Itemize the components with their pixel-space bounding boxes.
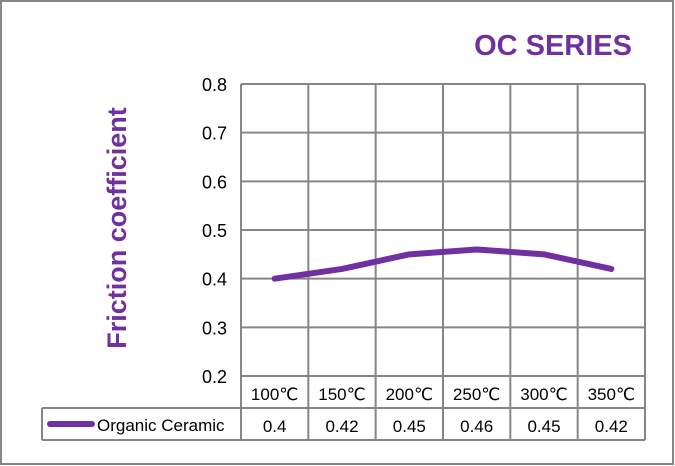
x-category-label: 350℃ — [588, 385, 635, 404]
y-tick-label: 0.4 — [202, 270, 227, 290]
y-axis-label: Friction coefficient — [102, 107, 132, 349]
data-table-value: 0.42 — [595, 417, 628, 436]
y-tick-label: 0.7 — [202, 124, 227, 144]
series-line-organic-ceramic — [271, 246, 615, 282]
x-category-label: 150℃ — [318, 385, 365, 404]
data-table-value: 0.42 — [325, 417, 358, 436]
y-tick-label: 0.5 — [202, 221, 227, 241]
y-tick-label: 0.3 — [202, 318, 227, 338]
y-tick-label: 0.2 — [202, 367, 227, 387]
chart-title: OC SERIES — [474, 30, 632, 62]
x-category-label: 300℃ — [520, 385, 567, 404]
legend-label: Organic Ceramic — [97, 416, 225, 435]
data-table-value: 0.45 — [393, 417, 426, 436]
y-tick-label: 0.8 — [202, 75, 227, 95]
x-category-label: 200℃ — [386, 385, 433, 404]
data-table-value: 0.4 — [263, 417, 287, 436]
data-table-value: 0.45 — [527, 417, 560, 436]
data-table-value: 0.46 — [460, 417, 493, 436]
x-category-label: 250℃ — [453, 385, 500, 404]
y-tick-label: 0.6 — [202, 172, 227, 192]
x-category-label: 100℃ — [251, 385, 298, 404]
